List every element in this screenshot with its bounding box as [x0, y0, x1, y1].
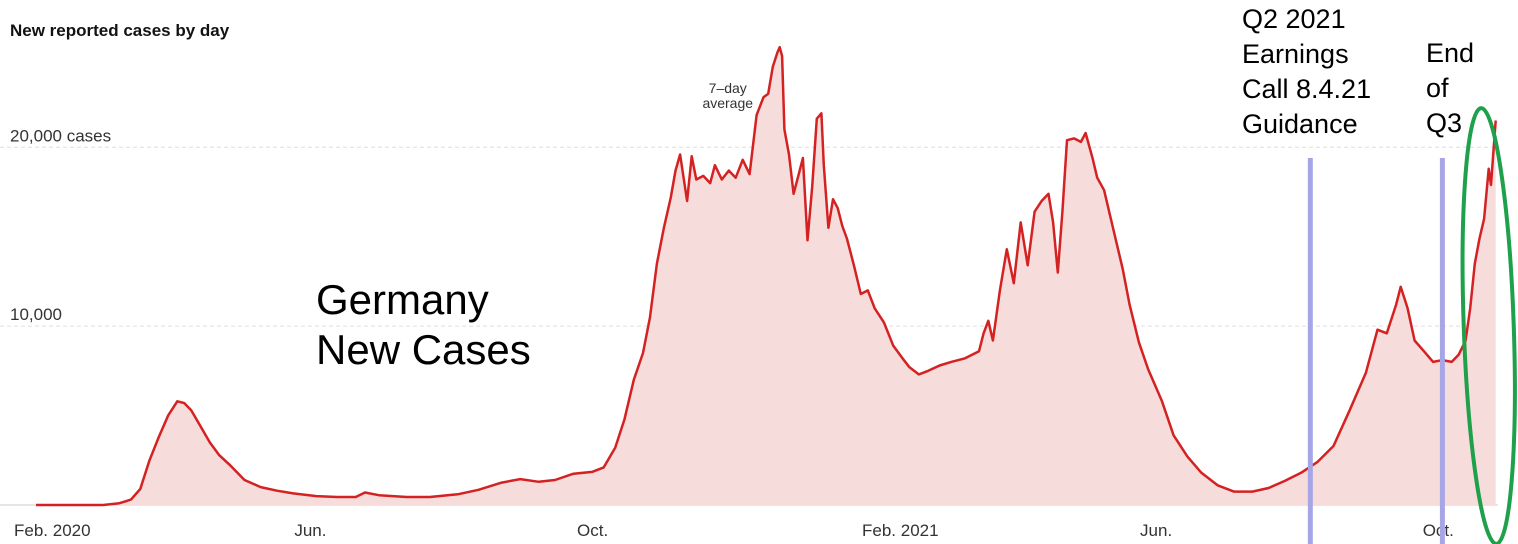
y-axis-ticks: 10,000 20,000 cases [10, 126, 111, 324]
cases-area [36, 47, 1496, 505]
plot-area [36, 45, 1497, 507]
y-tick-label: 10,000 [10, 305, 62, 324]
x-tick-label: Jun. [294, 521, 326, 540]
earnings-note: Q2 2021 Earnings Call 8.4.21 Guidance [1242, 4, 1371, 139]
x-tick-label: Jun. [1140, 521, 1172, 540]
chart-annotation: Germany New Cases [316, 276, 531, 373]
x-tick-label: Oct. [577, 521, 608, 540]
chart-title: New reported cases by day [10, 21, 230, 40]
annotations: Germany New Cases 7–day average Q2 2021 Earni… [316, 4, 1517, 544]
y-tick-label: 20,000 cases [10, 126, 111, 145]
x-tick-label: Feb. 2021 [862, 521, 939, 540]
q3-note: End of Q3 [1426, 38, 1474, 138]
x-axis-ticks: Feb. 2020 Jun. Oct. Feb. 2021 Jun. Oct. [14, 521, 1454, 540]
x-tick-label: Feb. 2020 [14, 521, 91, 540]
x-tick-label: Oct. [1423, 521, 1454, 540]
cases-line [36, 45, 1497, 507]
avg-label: 7–day average [702, 80, 753, 111]
